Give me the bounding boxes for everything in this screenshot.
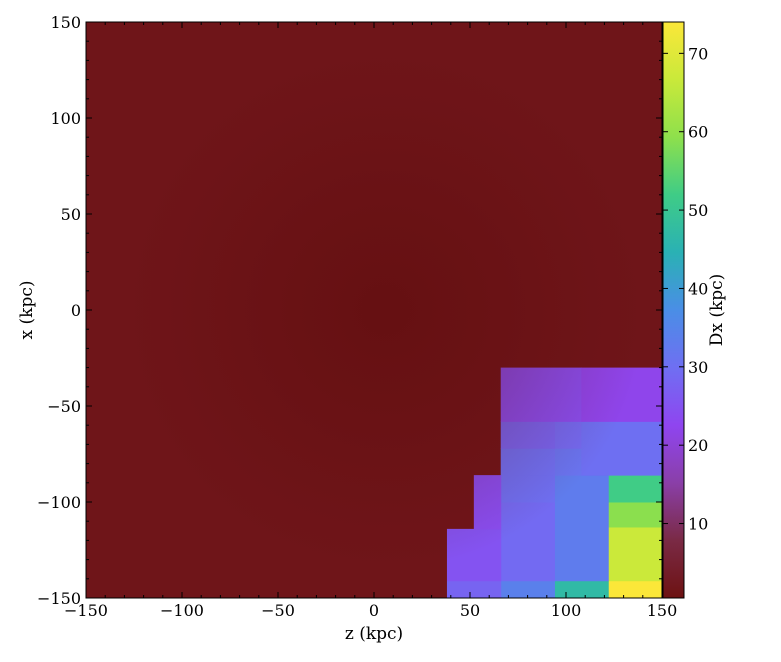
colorbar-label: Dx (kpc) [707,274,727,347]
y-axis-label: x (kpc) [17,281,37,340]
x-tick-label: 150 [647,601,678,620]
y-tick-label: 100 [50,109,81,128]
colorbar-gradient [663,22,684,598]
plot-area [85,21,663,599]
colorbar-tick-label: 30 [688,358,708,377]
x-tick-label: 50 [460,601,480,620]
y-axis: −150 −100 −50 0 50 100 150 [37,13,662,608]
x-axis: −150 −100 −50 0 50 100 150 [64,22,677,620]
colorbar-tick-label: 50 [688,201,708,220]
colorbar-tick-label: 10 [688,515,708,534]
colorbar-tick-label: 60 [688,123,708,142]
core-shading [86,22,662,598]
x-axis-label: z (kpc) [345,624,403,644]
x-tick-label: −150 [64,601,108,620]
colorbar-ticks: 10 20 30 40 50 60 70 [663,44,708,534]
y-tick-label: 0 [71,301,81,320]
y-tick-label: −50 [47,397,81,416]
colorbar-tick-label: 40 [688,279,708,298]
y-tick-label: 50 [61,205,81,224]
x-tick-label: 0 [369,601,379,620]
colorbar-tick-label: 70 [688,44,708,63]
x-tick-label: −100 [160,601,204,620]
colorbar: 10 20 30 40 50 60 70 Dx (kpc) [662,21,727,599]
y-tick-label: 150 [50,13,81,32]
y-tick-label: −100 [37,493,81,512]
x-tick-label: 100 [551,601,582,620]
colorbar-frame [662,21,685,599]
y-tick-label: −150 [37,589,81,608]
x-tick-label: −50 [261,601,295,620]
colorbar-tick-label: 20 [688,436,708,455]
